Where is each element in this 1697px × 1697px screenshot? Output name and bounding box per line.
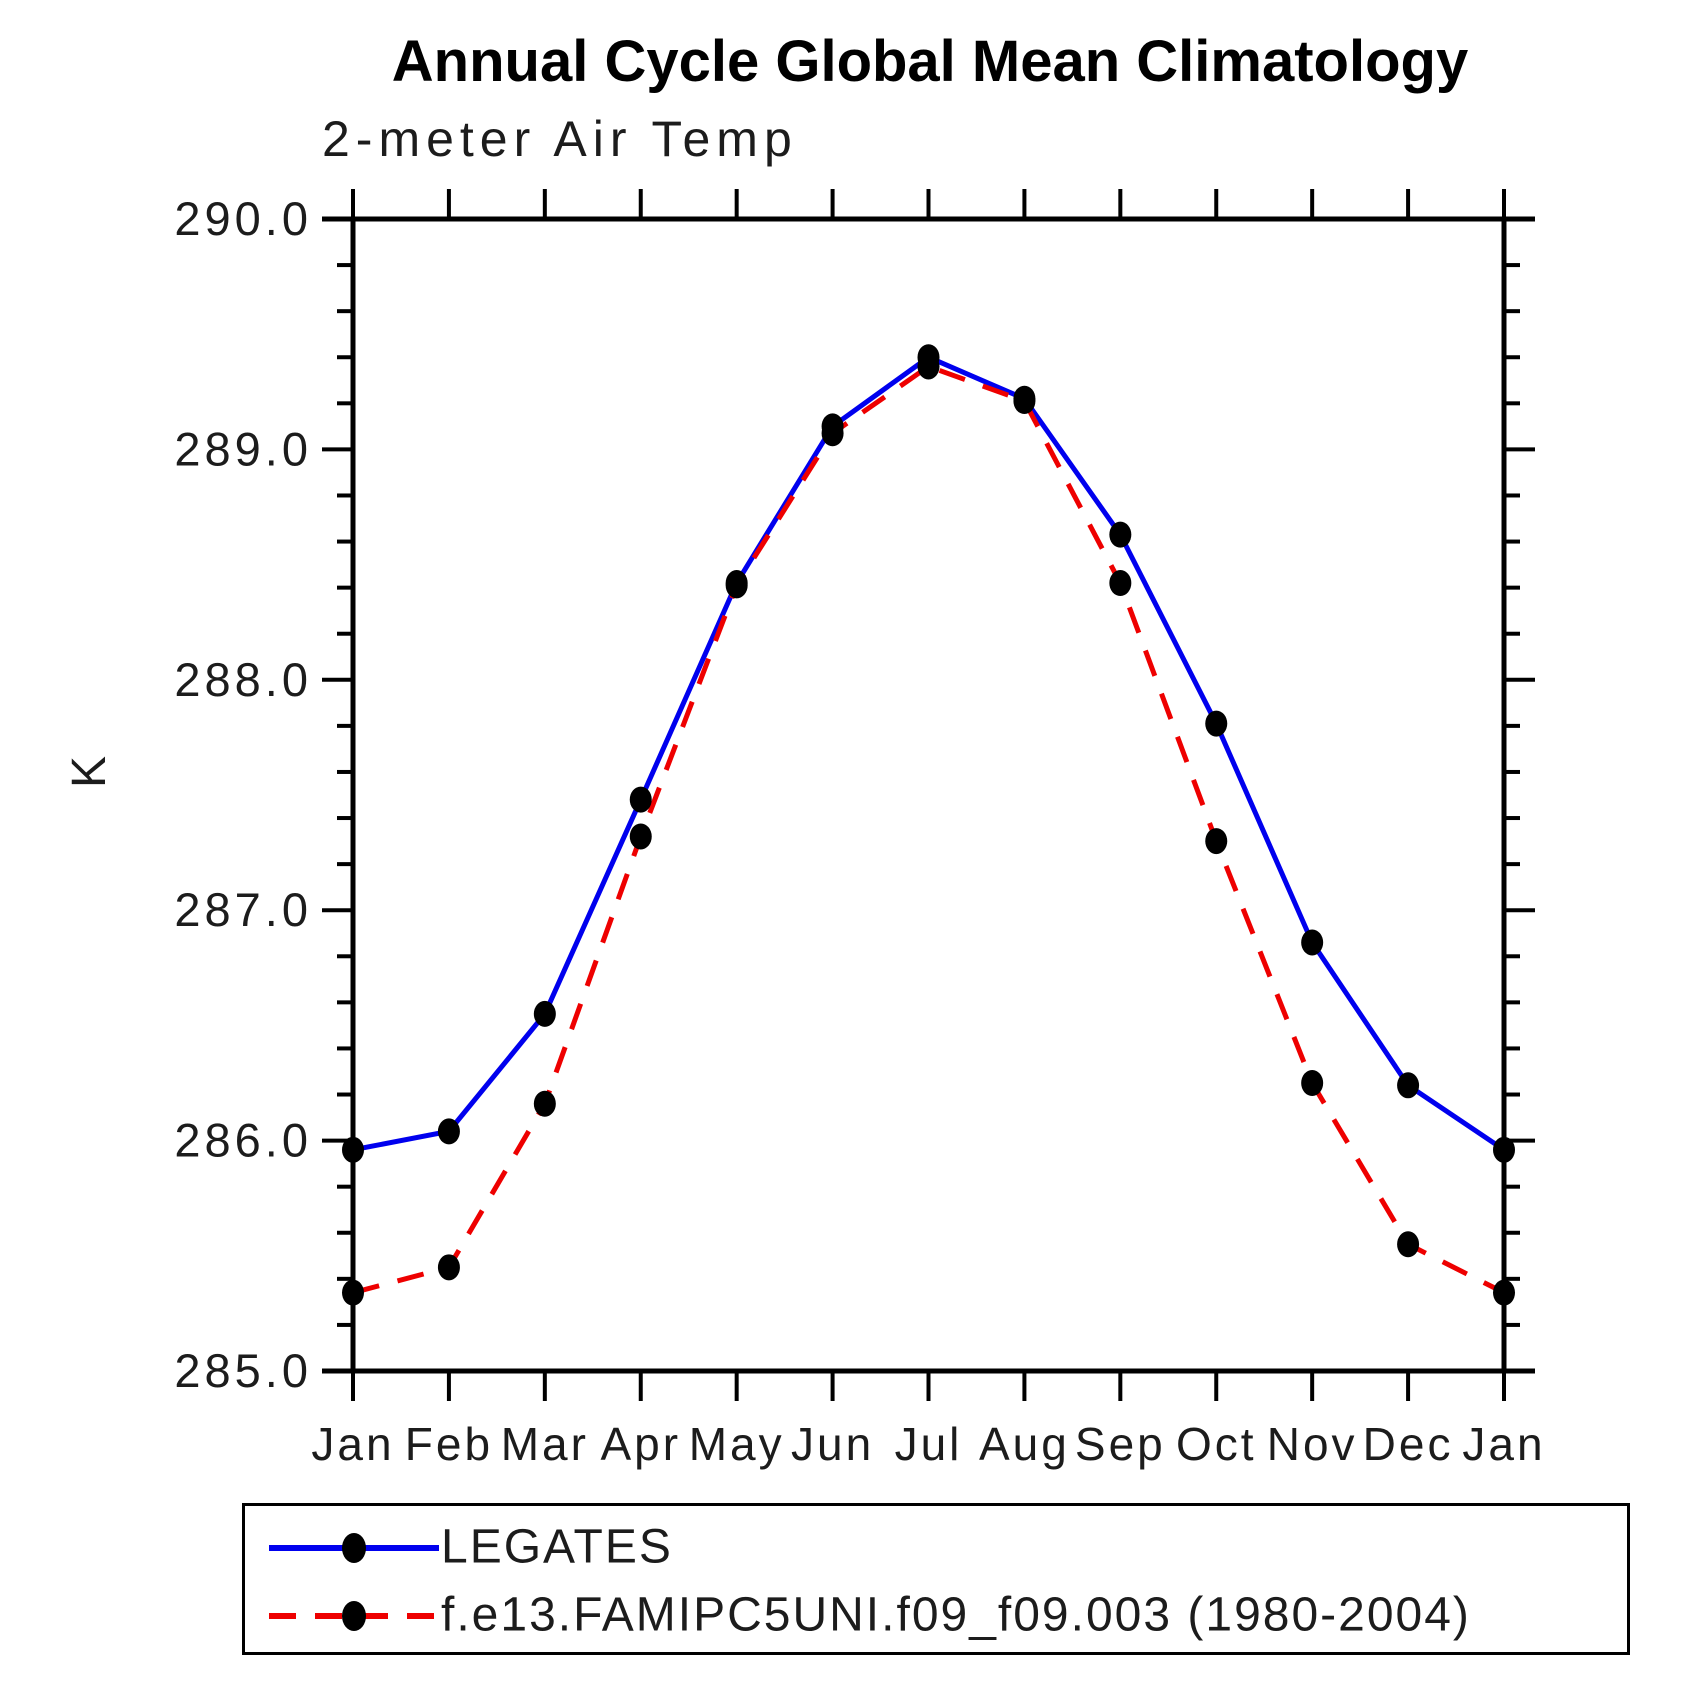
data-point bbox=[1301, 1070, 1324, 1096]
data-point bbox=[342, 1279, 364, 1306]
y-tick-label: 286.0 bbox=[174, 1114, 312, 1167]
y-tick-label: 290.0 bbox=[174, 192, 312, 245]
data-point bbox=[1301, 929, 1324, 956]
x-tick-label: Sep bbox=[1075, 1418, 1166, 1470]
x-tick-label: Nov bbox=[1267, 1418, 1358, 1470]
axis-labels-group: Jan Feb Mar Apr May Jun Jul Aug Sep Oct Nov Dec Jan2… bbox=[63, 192, 1545, 1470]
x-tick-label: Apr bbox=[600, 1418, 681, 1470]
page-title: Annual Cycle Global Mean Climatology bbox=[391, 29, 1469, 94]
x-tick-label: Mar bbox=[501, 1418, 589, 1470]
legates-line-swatch bbox=[269, 1533, 439, 1563]
x-tick-label: Aug bbox=[979, 1418, 1070, 1470]
data-point bbox=[629, 786, 652, 813]
data-point bbox=[437, 1118, 460, 1145]
y-tick-label: 288.0 bbox=[174, 653, 312, 706]
legend-label-model: f.e13.FAMIPC5UNI.f09_f09.003 (1980-2004) bbox=[441, 1588, 1471, 1642]
y-tick-label: 285.0 bbox=[174, 1344, 312, 1397]
legend-item-legates: LEGATES bbox=[245, 1518, 1627, 1578]
x-tick-label: Dec bbox=[1363, 1418, 1454, 1470]
y-tick-label: 289.0 bbox=[174, 422, 312, 475]
series-legates-line bbox=[352, 354, 1506, 1153]
data-point bbox=[1205, 710, 1228, 737]
legend-box: LEGATES f.e13.FAMIPC5UNI.f09_f09.003 (19… bbox=[242, 1503, 1630, 1655]
model-line-swatch bbox=[269, 1601, 439, 1631]
data-point bbox=[533, 1000, 556, 1027]
x-tick-label: May bbox=[689, 1418, 785, 1470]
data-point bbox=[1109, 521, 1132, 548]
y-tick-label: 287.0 bbox=[174, 883, 312, 936]
data-point bbox=[533, 1090, 556, 1117]
markers-group bbox=[342, 344, 1515, 1306]
x-tick-label: Jan bbox=[1462, 1418, 1545, 1470]
x-tick-label: Oct bbox=[1176, 1418, 1257, 1470]
data-point bbox=[1205, 828, 1228, 855]
data-point bbox=[1109, 570, 1132, 597]
data-point bbox=[1013, 388, 1036, 415]
series-group bbox=[352, 354, 1506, 1296]
data-point bbox=[629, 823, 652, 850]
series-model-line bbox=[352, 363, 1506, 1296]
chart-subtitle: 2-meter Air Temp bbox=[322, 111, 798, 167]
legend-item-model: f.e13.FAMIPC5UNI.f09_f09.003 (1980-2004) bbox=[245, 1586, 1627, 1646]
x-tick-label: Jul bbox=[895, 1418, 963, 1470]
x-tick-label: Jan bbox=[311, 1418, 394, 1470]
data-point bbox=[821, 420, 844, 447]
data-point bbox=[1397, 1072, 1420, 1099]
data-point bbox=[917, 353, 940, 380]
data-point bbox=[725, 572, 748, 599]
y-axis-title: K bbox=[63, 756, 116, 788]
data-point bbox=[342, 1136, 364, 1163]
data-point bbox=[1397, 1231, 1420, 1258]
x-tick-label: Feb bbox=[405, 1418, 493, 1470]
x-tick-label: Jun bbox=[791, 1418, 874, 1470]
data-point bbox=[437, 1254, 460, 1281]
data-point bbox=[1493, 1279, 1515, 1306]
legend-label-legates: LEGATES bbox=[441, 1520, 673, 1574]
legates-marker-sample bbox=[342, 1533, 366, 1563]
data-point bbox=[1493, 1136, 1515, 1163]
model-marker-sample bbox=[342, 1601, 366, 1631]
